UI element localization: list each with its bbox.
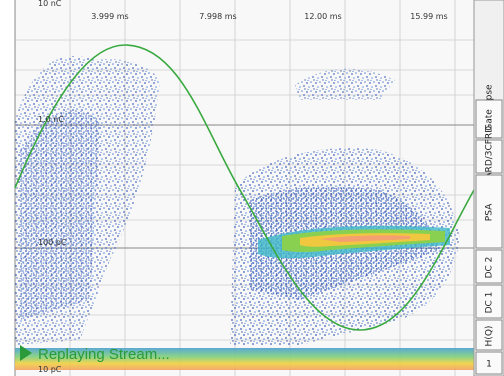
tab-label[interactable]: PSA xyxy=(485,203,495,221)
tab[interactable] xyxy=(475,174,503,249)
tab-label[interactable]: Ellipse xyxy=(485,84,495,114)
tab-label[interactable]: 1 xyxy=(486,360,492,370)
play-icon[interactable] xyxy=(20,345,32,361)
y-label: 10 nC xyxy=(38,0,62,8)
x-label: 7.998 ms xyxy=(199,12,236,21)
y-label: 1.0 nC xyxy=(38,115,64,124)
tab-label[interactable]: 3PARD/3CFRD xyxy=(485,126,495,189)
status-text: Replaying Stream... xyxy=(38,346,170,363)
reference-sine xyxy=(14,44,475,331)
tab[interactable] xyxy=(475,351,503,375)
tab-label[interactable]: H(Q) xyxy=(485,326,495,347)
y-label: 100 pC xyxy=(38,238,67,247)
plot-area: 10 nC 1.0 nC 100 pC 10 pC 3.999 ms 7.998… xyxy=(14,0,475,376)
tab[interactable] xyxy=(475,284,503,319)
tab[interactable] xyxy=(475,319,503,351)
x-label: 3.999 ms xyxy=(91,12,128,21)
tab-label[interactable]: DC 1 xyxy=(485,292,495,314)
tab-label[interactable]: Gate xyxy=(485,109,495,131)
x-label: 12.00 ms xyxy=(304,12,341,21)
tab[interactable] xyxy=(475,99,503,139)
baseline-band xyxy=(15,348,474,370)
tab-label[interactable]: DC 2 xyxy=(485,257,495,279)
tab[interactable] xyxy=(475,249,503,284)
y-label: 10 pC xyxy=(38,365,62,374)
x-label: 15.99 ms xyxy=(410,12,447,21)
tab[interactable] xyxy=(475,139,503,174)
scatter-cloud xyxy=(15,56,460,345)
